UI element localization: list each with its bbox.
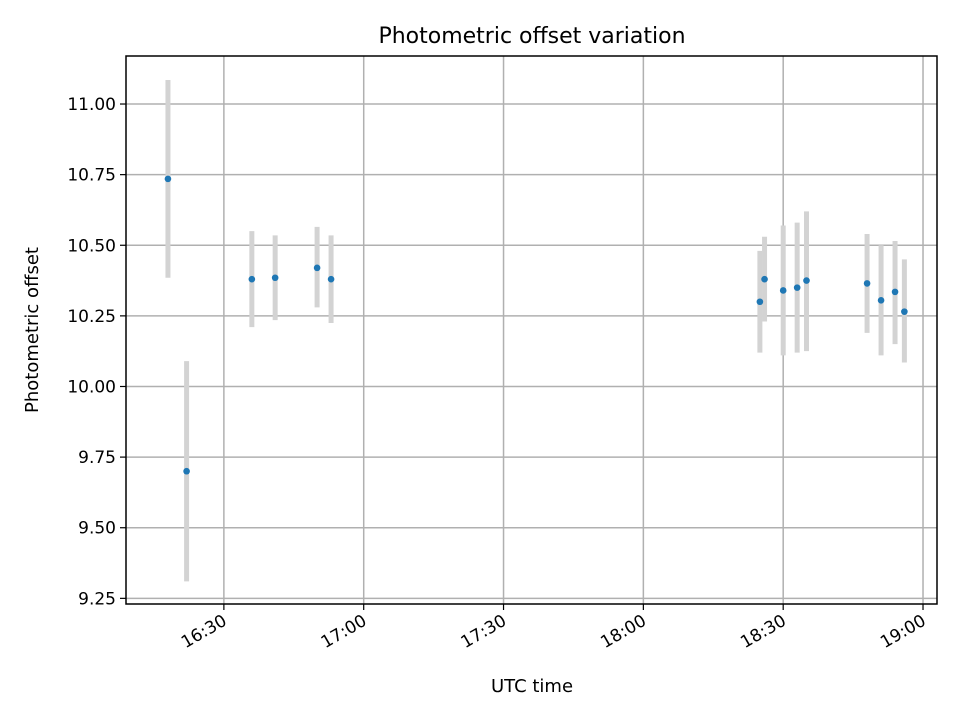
data-point bbox=[183, 467, 190, 475]
data-point bbox=[779, 287, 787, 294]
x-tick-label: 18:30 bbox=[737, 611, 789, 653]
data-point bbox=[891, 288, 899, 296]
y-tick-label: 10.75 bbox=[67, 166, 116, 186]
data-point bbox=[756, 298, 764, 306]
y-axis-label: Photometric offset bbox=[22, 247, 43, 413]
x-tick-label: 16:30 bbox=[178, 611, 230, 653]
data-point bbox=[803, 277, 810, 284]
plot-frame bbox=[125, 55, 938, 605]
y-tick-label: 11.00 bbox=[67, 95, 116, 115]
y-tick-label: 9.50 bbox=[78, 519, 116, 539]
x-tick-label: 19:00 bbox=[877, 611, 929, 653]
y-tick-label: 9.25 bbox=[78, 589, 116, 609]
data-point bbox=[793, 284, 801, 291]
y-tick-label: 10.25 bbox=[67, 307, 116, 327]
error-bars bbox=[165, 80, 907, 582]
x-tick-label: 17:30 bbox=[458, 611, 510, 653]
data-point bbox=[863, 280, 871, 287]
x-axis-label: UTC time bbox=[491, 676, 573, 697]
data-point bbox=[313, 264, 321, 272]
grid-lines bbox=[126, 56, 937, 604]
chart-title: Photometric offset variation bbox=[378, 24, 685, 49]
data-point bbox=[327, 275, 335, 283]
data-point bbox=[271, 274, 279, 282]
y-tick-label: 10.50 bbox=[67, 236, 116, 256]
y-tick-label: 9.75 bbox=[78, 448, 116, 468]
y-axis-ticks: 9.25 9.50 9.75 10.00 10.25 10.50 10.75 11.00 bbox=[67, 95, 126, 609]
data-point bbox=[901, 308, 908, 315]
data-point bbox=[761, 275, 768, 283]
data-point bbox=[248, 275, 256, 283]
data-point bbox=[877, 297, 885, 304]
y-tick-label: 10.00 bbox=[67, 377, 116, 397]
x-axis-ticks: 16:30 17:00 17:30 18:00 18:30 19:00 bbox=[178, 604, 930, 653]
x-tick-label: 18:00 bbox=[597, 611, 649, 653]
data-points bbox=[164, 175, 908, 475]
data-point bbox=[164, 175, 172, 183]
x-tick-label: 17:00 bbox=[318, 611, 370, 653]
